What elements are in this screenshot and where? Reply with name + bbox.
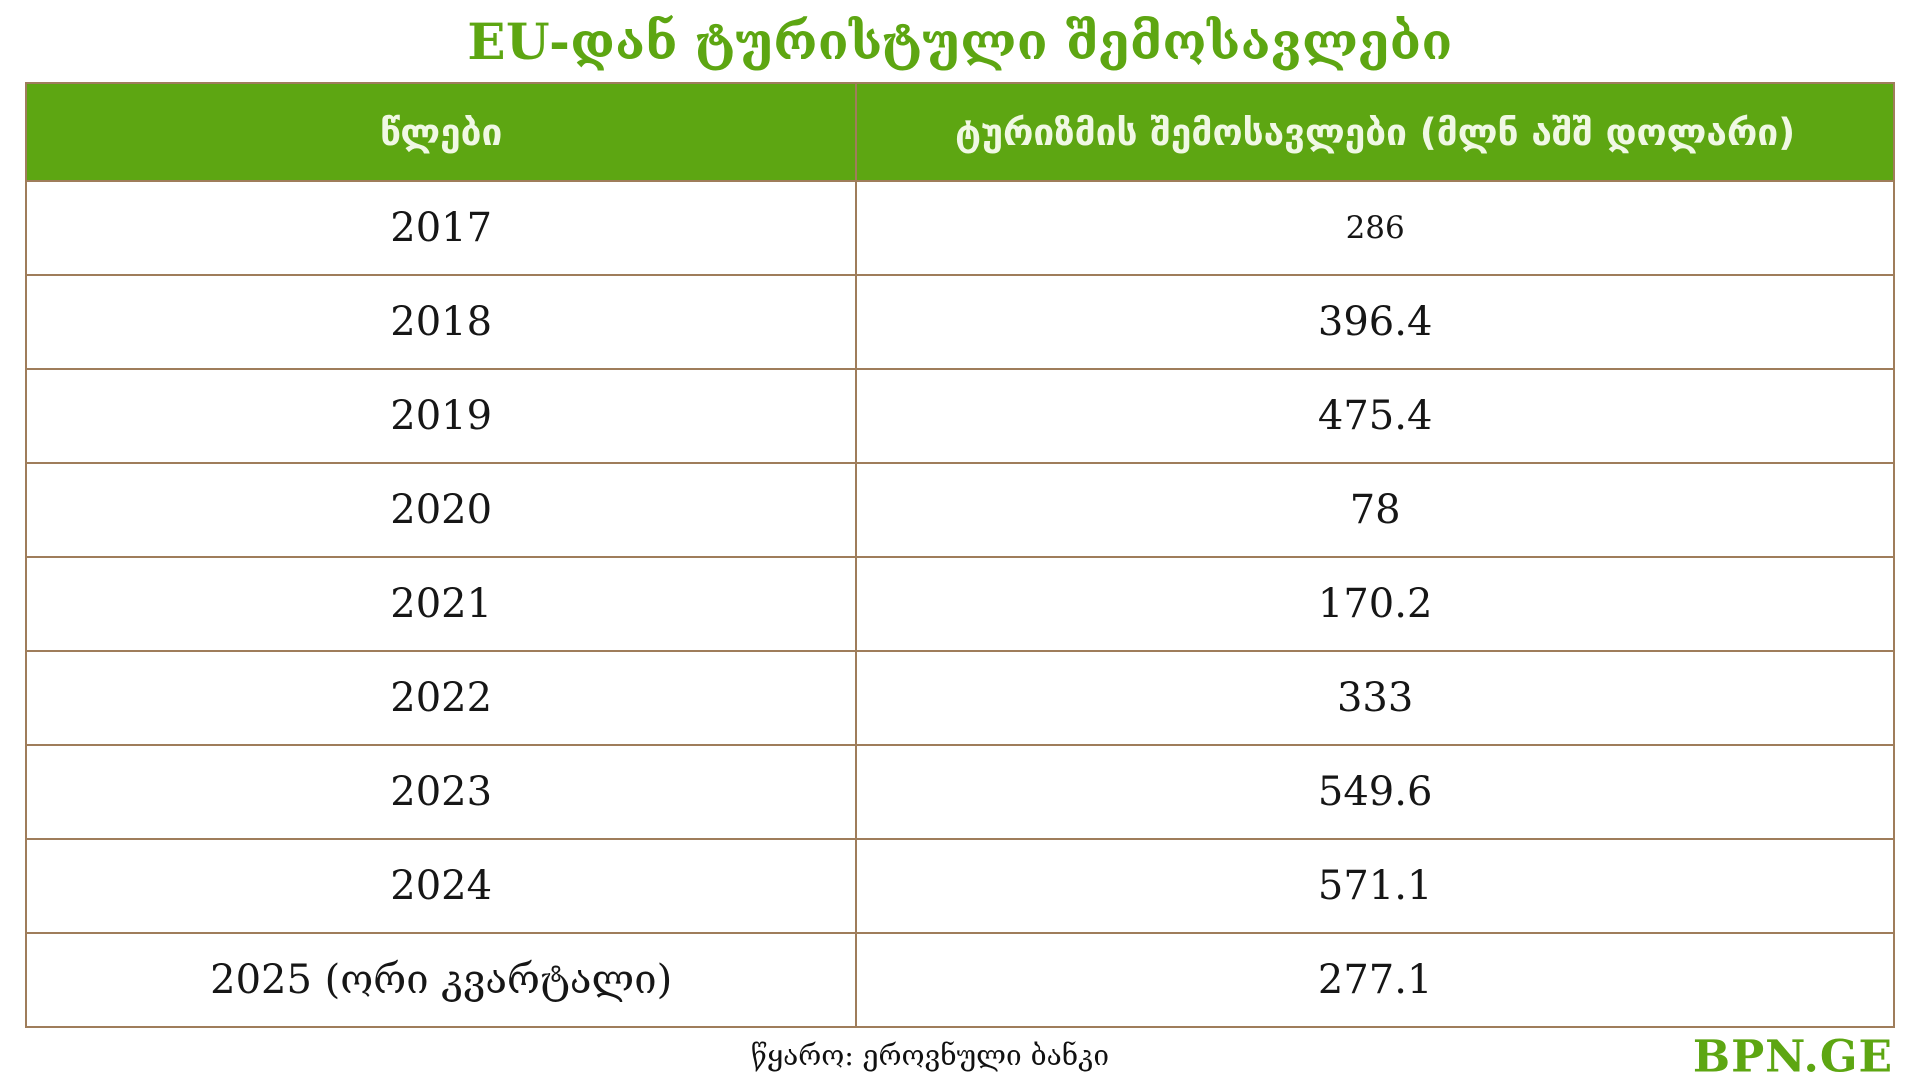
value-cell: 396.4 (855, 274, 1895, 370)
year-cell: 2017 (24, 180, 858, 276)
value-cell: 475.4 (855, 368, 1895, 464)
header-cell-years: წლები (24, 82, 858, 182)
footer-band: წყარო: ეროვნული ბანკი BPN.GE (25, 1028, 1895, 1080)
value-cell: 549.6 (855, 744, 1895, 840)
table-row: 2018 396.4 (24, 274, 1895, 370)
table-body: 2017 286 2018 396.4 2019 475.4 2020 78 2021 170.2… (24, 180, 1895, 1028)
header-row: წლები ტურიზმის შემოსავლები (მლნ აშშ დოლა… (24, 82, 1895, 182)
table-row: 2020 78 (24, 462, 1895, 558)
data-table: წლები ტურიზმის შემოსავლები (მლნ აშშ დოლა… (24, 82, 1895, 1028)
year-cell: 2021 (24, 556, 858, 652)
value-cell: 170.2 (855, 556, 1895, 652)
year-cell: 2020 (24, 462, 858, 558)
value-cell: 78 (855, 462, 1895, 558)
table-row: 2021 170.2 (24, 556, 1895, 652)
year-cell: 2024 (24, 838, 858, 934)
table-row: 2025 (ორი კვარტალი) 277.1 (24, 932, 1895, 1028)
value-cell: 286 (855, 180, 1895, 276)
year-cell: 2019 (24, 368, 858, 464)
table-row: 2022 333 (24, 650, 1895, 746)
page-title: EU-დან ტურისტული შემოსავლები (467, 11, 1453, 71)
table-row: 2024 571.1 (24, 838, 1895, 934)
year-cell: 2022 (24, 650, 858, 746)
year-cell: 2025 (ორი კვარტალი) (24, 932, 858, 1028)
value-cell: 571.1 (855, 838, 1895, 934)
value-cell: 277.1 (855, 932, 1895, 1028)
year-cell: 2018 (24, 274, 858, 370)
table-row: 2023 549.6 (24, 744, 1895, 840)
header-cell-revenue: ტურიზმის შემოსავლები (მლნ აშშ დოლარი) (855, 82, 1895, 182)
source-caption: წყარო: ეროვნული ბანკი (750, 1038, 1110, 1072)
year-cell: 2023 (24, 744, 858, 840)
table-row: 2017 286 (24, 180, 1895, 276)
brand-logo: BPN.GE (1692, 1031, 1893, 1080)
value-cell: 333 (855, 650, 1895, 746)
table-row: 2019 475.4 (24, 368, 1895, 464)
